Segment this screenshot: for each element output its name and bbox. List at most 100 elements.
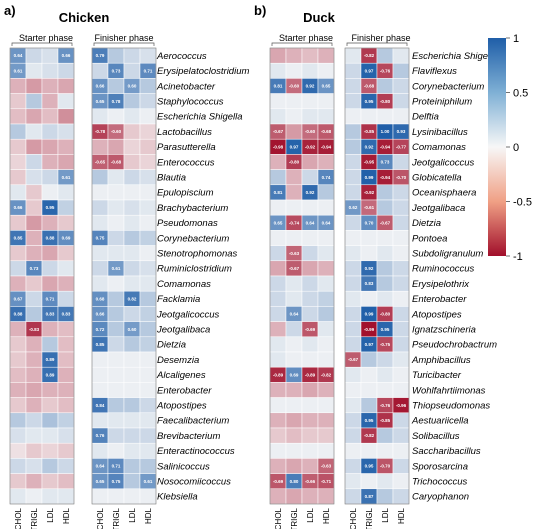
cell-value-label: -0.83 bbox=[29, 327, 40, 332]
heatmap-cell bbox=[285, 123, 303, 140]
heatmap-cell bbox=[317, 397, 335, 414]
heatmap-cell bbox=[25, 214, 43, 231]
heatmap-cell bbox=[392, 275, 410, 292]
heatmap-cell bbox=[344, 154, 362, 170]
heatmap-cell bbox=[285, 427, 303, 444]
heatmap-cell bbox=[123, 154, 141, 170]
cell-value-label: 0.68 bbox=[96, 296, 105, 301]
cell-value-label: 0.64 bbox=[306, 220, 315, 225]
cell-value-label: 0.75 bbox=[112, 479, 121, 484]
heatmap-cell bbox=[41, 336, 59, 353]
heatmap-cell bbox=[57, 397, 75, 414]
heatmap-cell bbox=[139, 366, 157, 383]
heatmap-cell bbox=[57, 427, 75, 444]
heatmap-cell bbox=[344, 275, 362, 292]
heatmap-cell bbox=[269, 397, 287, 414]
heatmap-cell bbox=[344, 78, 362, 94]
heatmap-cell bbox=[139, 260, 157, 277]
heatmap-cell bbox=[317, 412, 335, 429]
cell-value-label: -0.77 bbox=[396, 144, 407, 149]
heatmap-cell bbox=[269, 290, 287, 307]
panel-title-chicken: Chicken bbox=[59, 10, 110, 25]
heatmap-cell bbox=[285, 351, 303, 368]
row-label: Ruminococcus bbox=[412, 264, 475, 275]
heatmap-cell bbox=[57, 321, 75, 338]
heatmap-cell bbox=[9, 93, 27, 110]
heatmap-cell bbox=[269, 245, 287, 262]
heatmap-cell bbox=[392, 78, 410, 94]
heatmap-cell bbox=[9, 336, 27, 353]
heatmap-cell bbox=[317, 275, 335, 292]
heatmap-cell bbox=[317, 427, 335, 444]
heatmap-cell bbox=[41, 93, 59, 110]
duck-phase-headers: Starter phase Finisher phase bbox=[271, 33, 411, 46]
row-label: Klebsiella bbox=[157, 492, 198, 503]
heatmap-cell bbox=[392, 230, 410, 246]
heatmap-cell bbox=[317, 108, 335, 125]
heatmap-cell bbox=[25, 427, 43, 444]
heatmap-cell bbox=[139, 245, 157, 262]
heatmap-cell bbox=[57, 108, 75, 125]
heatmap-cell bbox=[376, 47, 394, 64]
heatmap-cell bbox=[123, 382, 141, 398]
heatmap-cell bbox=[301, 412, 319, 429]
cell-value-label: 0.99 bbox=[365, 175, 374, 180]
heatmap-cell bbox=[344, 458, 362, 474]
heatmap-cell bbox=[392, 245, 410, 262]
cell-value-label: 0.65 bbox=[274, 220, 283, 225]
heatmap-cell bbox=[57, 154, 75, 170]
heatmap-cell bbox=[269, 154, 287, 170]
heatmap-cell bbox=[344, 488, 362, 505]
heatmap-cell bbox=[301, 397, 319, 414]
duck-column-labels: CHOL TRIGL LDL HDL CHOL TRIGL LDL HDL bbox=[274, 507, 406, 529]
cell-value-label: -0.85 bbox=[364, 129, 375, 134]
cell-value-label: 0.66 bbox=[14, 205, 23, 210]
heatmap-cell bbox=[9, 169, 27, 186]
heatmap-cell bbox=[317, 154, 335, 170]
heatmap-cell bbox=[41, 427, 59, 444]
heatmap-cell bbox=[392, 154, 410, 170]
heatmap-cell bbox=[285, 275, 303, 292]
duck-row-labels: Escherichia Shigella Flaviflexus Corynebac… bbox=[411, 51, 498, 503]
column-label: LDL bbox=[46, 507, 55, 522]
column-label: LDL bbox=[306, 507, 315, 522]
cell-value-label: -0.76 bbox=[380, 403, 391, 408]
phase-bracket bbox=[346, 42, 408, 46]
heatmap-cell bbox=[269, 351, 287, 368]
heatmap-cell bbox=[376, 382, 394, 398]
heatmap-cell bbox=[57, 260, 75, 277]
heatmap-cell bbox=[392, 214, 410, 231]
heatmap-cell bbox=[344, 442, 362, 459]
heatmap-cell bbox=[41, 382, 59, 398]
heatmap-cell bbox=[123, 62, 141, 79]
column-label: CHOL bbox=[14, 507, 23, 529]
row-label: Corynebacterium bbox=[157, 233, 229, 244]
heatmap-cell bbox=[57, 488, 75, 505]
cell-value-label: 0.81 bbox=[274, 84, 283, 89]
chicken-phase-headers: Starter phase Finisher phase bbox=[11, 33, 155, 46]
chicken-row-labels: Aerococcus Erysipelatoclostridium Acinetob… bbox=[156, 51, 249, 503]
heatmap-cell bbox=[25, 123, 43, 140]
heatmap-cell bbox=[9, 397, 27, 414]
cell-value-label: -0.78 bbox=[95, 129, 106, 134]
heatmap-cell bbox=[91, 62, 109, 79]
heatmap-cell bbox=[317, 93, 335, 110]
heatmap-cell bbox=[107, 108, 125, 125]
heatmap-cell bbox=[107, 199, 125, 216]
heatmap-cell bbox=[25, 93, 43, 110]
cell-value-label: 0.71 bbox=[112, 464, 121, 469]
heatmap-cell bbox=[9, 78, 27, 94]
heatmap-cell bbox=[344, 184, 362, 201]
cell-value-label: 0.66 bbox=[96, 84, 105, 89]
cell-value-label: -0.95 bbox=[364, 160, 375, 165]
heatmap-cell bbox=[317, 47, 335, 64]
colorbar-tick-label: 0.5 bbox=[513, 88, 528, 100]
row-label: Escherichia Shigella bbox=[412, 51, 498, 62]
column-label: LDL bbox=[128, 507, 137, 522]
cell-value-label: 0.72 bbox=[96, 327, 105, 332]
heatmap-cell bbox=[91, 138, 109, 155]
row-label: Dietzia bbox=[412, 218, 441, 229]
heatmap-cell bbox=[9, 123, 27, 140]
heatmap-cell bbox=[317, 230, 335, 246]
heatmap-cell bbox=[25, 47, 43, 64]
